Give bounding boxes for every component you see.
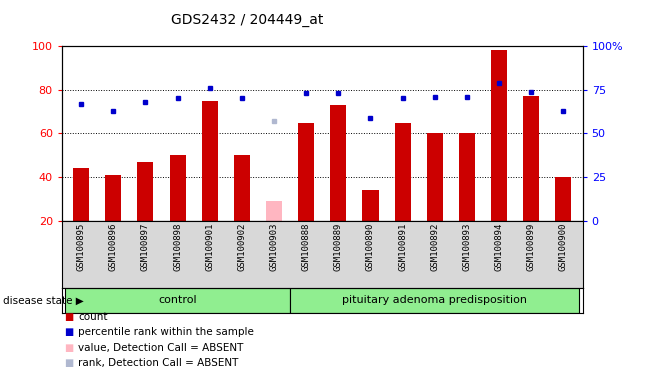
Bar xyxy=(234,155,250,221)
Bar xyxy=(459,134,475,221)
Text: GSM100896: GSM100896 xyxy=(109,223,118,271)
Text: disease state ▶: disease state ▶ xyxy=(3,295,84,306)
Text: GDS2432 / 204449_at: GDS2432 / 204449_at xyxy=(171,13,324,27)
Text: GSM100899: GSM100899 xyxy=(527,223,536,271)
Bar xyxy=(363,190,378,221)
Text: GSM100893: GSM100893 xyxy=(462,223,471,271)
Text: GSM100900: GSM100900 xyxy=(559,223,568,271)
Bar xyxy=(426,134,443,221)
Bar xyxy=(65,288,290,313)
Bar xyxy=(137,162,154,221)
Bar xyxy=(298,122,314,221)
Text: GSM100892: GSM100892 xyxy=(430,223,439,271)
Text: pituitary adenoma predisposition: pituitary adenoma predisposition xyxy=(342,295,527,306)
Text: value, Detection Call = ABSENT: value, Detection Call = ABSENT xyxy=(78,343,243,353)
Text: rank, Detection Call = ABSENT: rank, Detection Call = ABSENT xyxy=(78,358,238,368)
Text: GSM100903: GSM100903 xyxy=(270,223,279,271)
Bar xyxy=(395,122,411,221)
Text: GSM100902: GSM100902 xyxy=(238,223,246,271)
Text: GSM100897: GSM100897 xyxy=(141,223,150,271)
Text: percentile rank within the sample: percentile rank within the sample xyxy=(78,327,254,337)
Text: control: control xyxy=(158,295,197,306)
Text: GSM100898: GSM100898 xyxy=(173,223,182,271)
Text: ■: ■ xyxy=(64,327,73,337)
Text: GSM100888: GSM100888 xyxy=(301,223,311,271)
Text: GSM100894: GSM100894 xyxy=(495,223,504,271)
Bar xyxy=(202,101,218,221)
Bar xyxy=(105,175,121,221)
Text: ■: ■ xyxy=(64,343,73,353)
Text: ■: ■ xyxy=(64,358,73,368)
Text: GSM100901: GSM100901 xyxy=(205,223,214,271)
Text: count: count xyxy=(78,312,107,322)
Bar xyxy=(73,169,89,221)
Bar xyxy=(169,155,186,221)
Bar xyxy=(555,177,572,221)
Bar xyxy=(290,288,579,313)
Text: GSM100889: GSM100889 xyxy=(334,223,343,271)
Bar xyxy=(330,105,346,221)
Bar xyxy=(523,96,539,221)
Text: ■: ■ xyxy=(64,312,73,322)
Bar xyxy=(491,50,507,221)
Text: GSM100890: GSM100890 xyxy=(366,223,375,271)
Text: GSM100895: GSM100895 xyxy=(77,223,86,271)
Text: GSM100891: GSM100891 xyxy=(398,223,407,271)
Bar xyxy=(266,201,282,221)
